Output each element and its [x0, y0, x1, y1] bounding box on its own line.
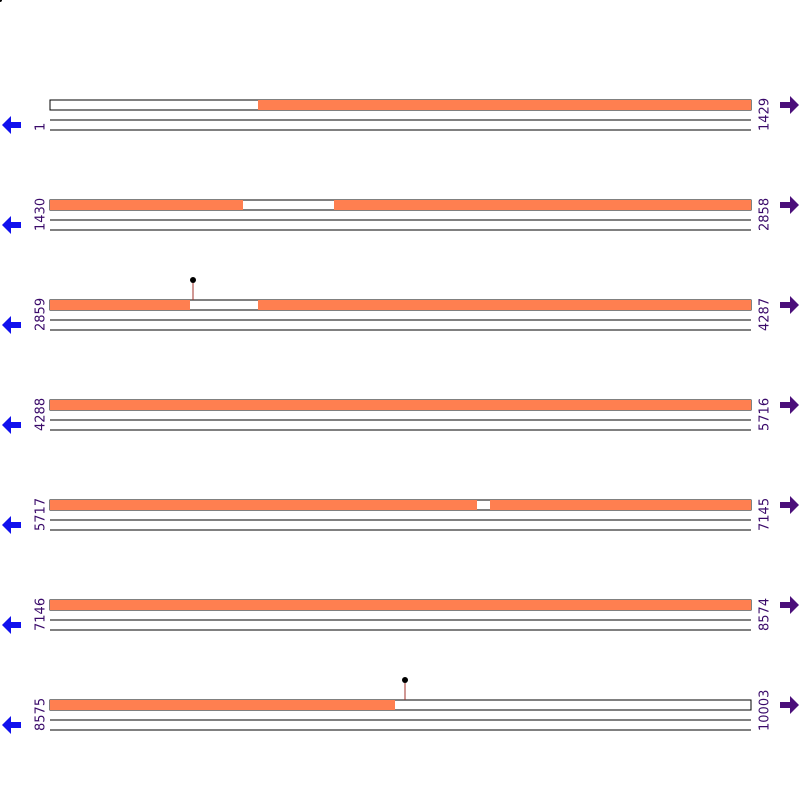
start-label: 5717 [34, 498, 49, 531]
pin-head [402, 677, 408, 683]
end-label: 8574 [758, 598, 773, 631]
left-arrow [2, 416, 21, 434]
end-label: 1429 [758, 98, 773, 131]
left-arrow [2, 216, 21, 234]
coverage-segment [258, 300, 751, 310]
start-label: 1 [34, 123, 49, 131]
right-arrow [780, 296, 799, 314]
right-arrow [780, 96, 799, 114]
right-arrow [780, 196, 799, 214]
left-arrow [2, 716, 21, 734]
coverage-segment [50, 500, 477, 510]
coverage-segment [50, 200, 243, 210]
coverage-segment [334, 200, 751, 210]
start-label: 7146 [34, 598, 49, 631]
coverage-segment [50, 300, 190, 310]
left-arrow [2, 516, 21, 534]
left-arrow [2, 316, 21, 334]
coverage-segment [50, 400, 751, 410]
right-arrow [780, 596, 799, 614]
start-label: 2859 [34, 298, 49, 331]
left-arrow [2, 116, 21, 134]
coverage-segment [50, 700, 395, 710]
right-arrow [780, 396, 799, 414]
end-label: 10003 [758, 690, 773, 731]
end-label: 4287 [758, 298, 773, 331]
left-arrow [2, 616, 21, 634]
corner-dot [0, 0, 2, 2]
coverage-segment [490, 500, 751, 510]
pin-head [190, 277, 196, 283]
end-label: 7145 [758, 498, 773, 531]
coverage-segment [50, 600, 751, 610]
end-label: 2858 [758, 198, 773, 231]
start-label: 1430 [34, 198, 49, 231]
end-label: 5716 [758, 398, 773, 431]
start-label: 8575 [34, 698, 49, 731]
right-arrow [780, 696, 799, 714]
start-label: 4288 [34, 398, 49, 431]
right-arrow [780, 496, 799, 514]
coverage-segment [258, 100, 751, 110]
